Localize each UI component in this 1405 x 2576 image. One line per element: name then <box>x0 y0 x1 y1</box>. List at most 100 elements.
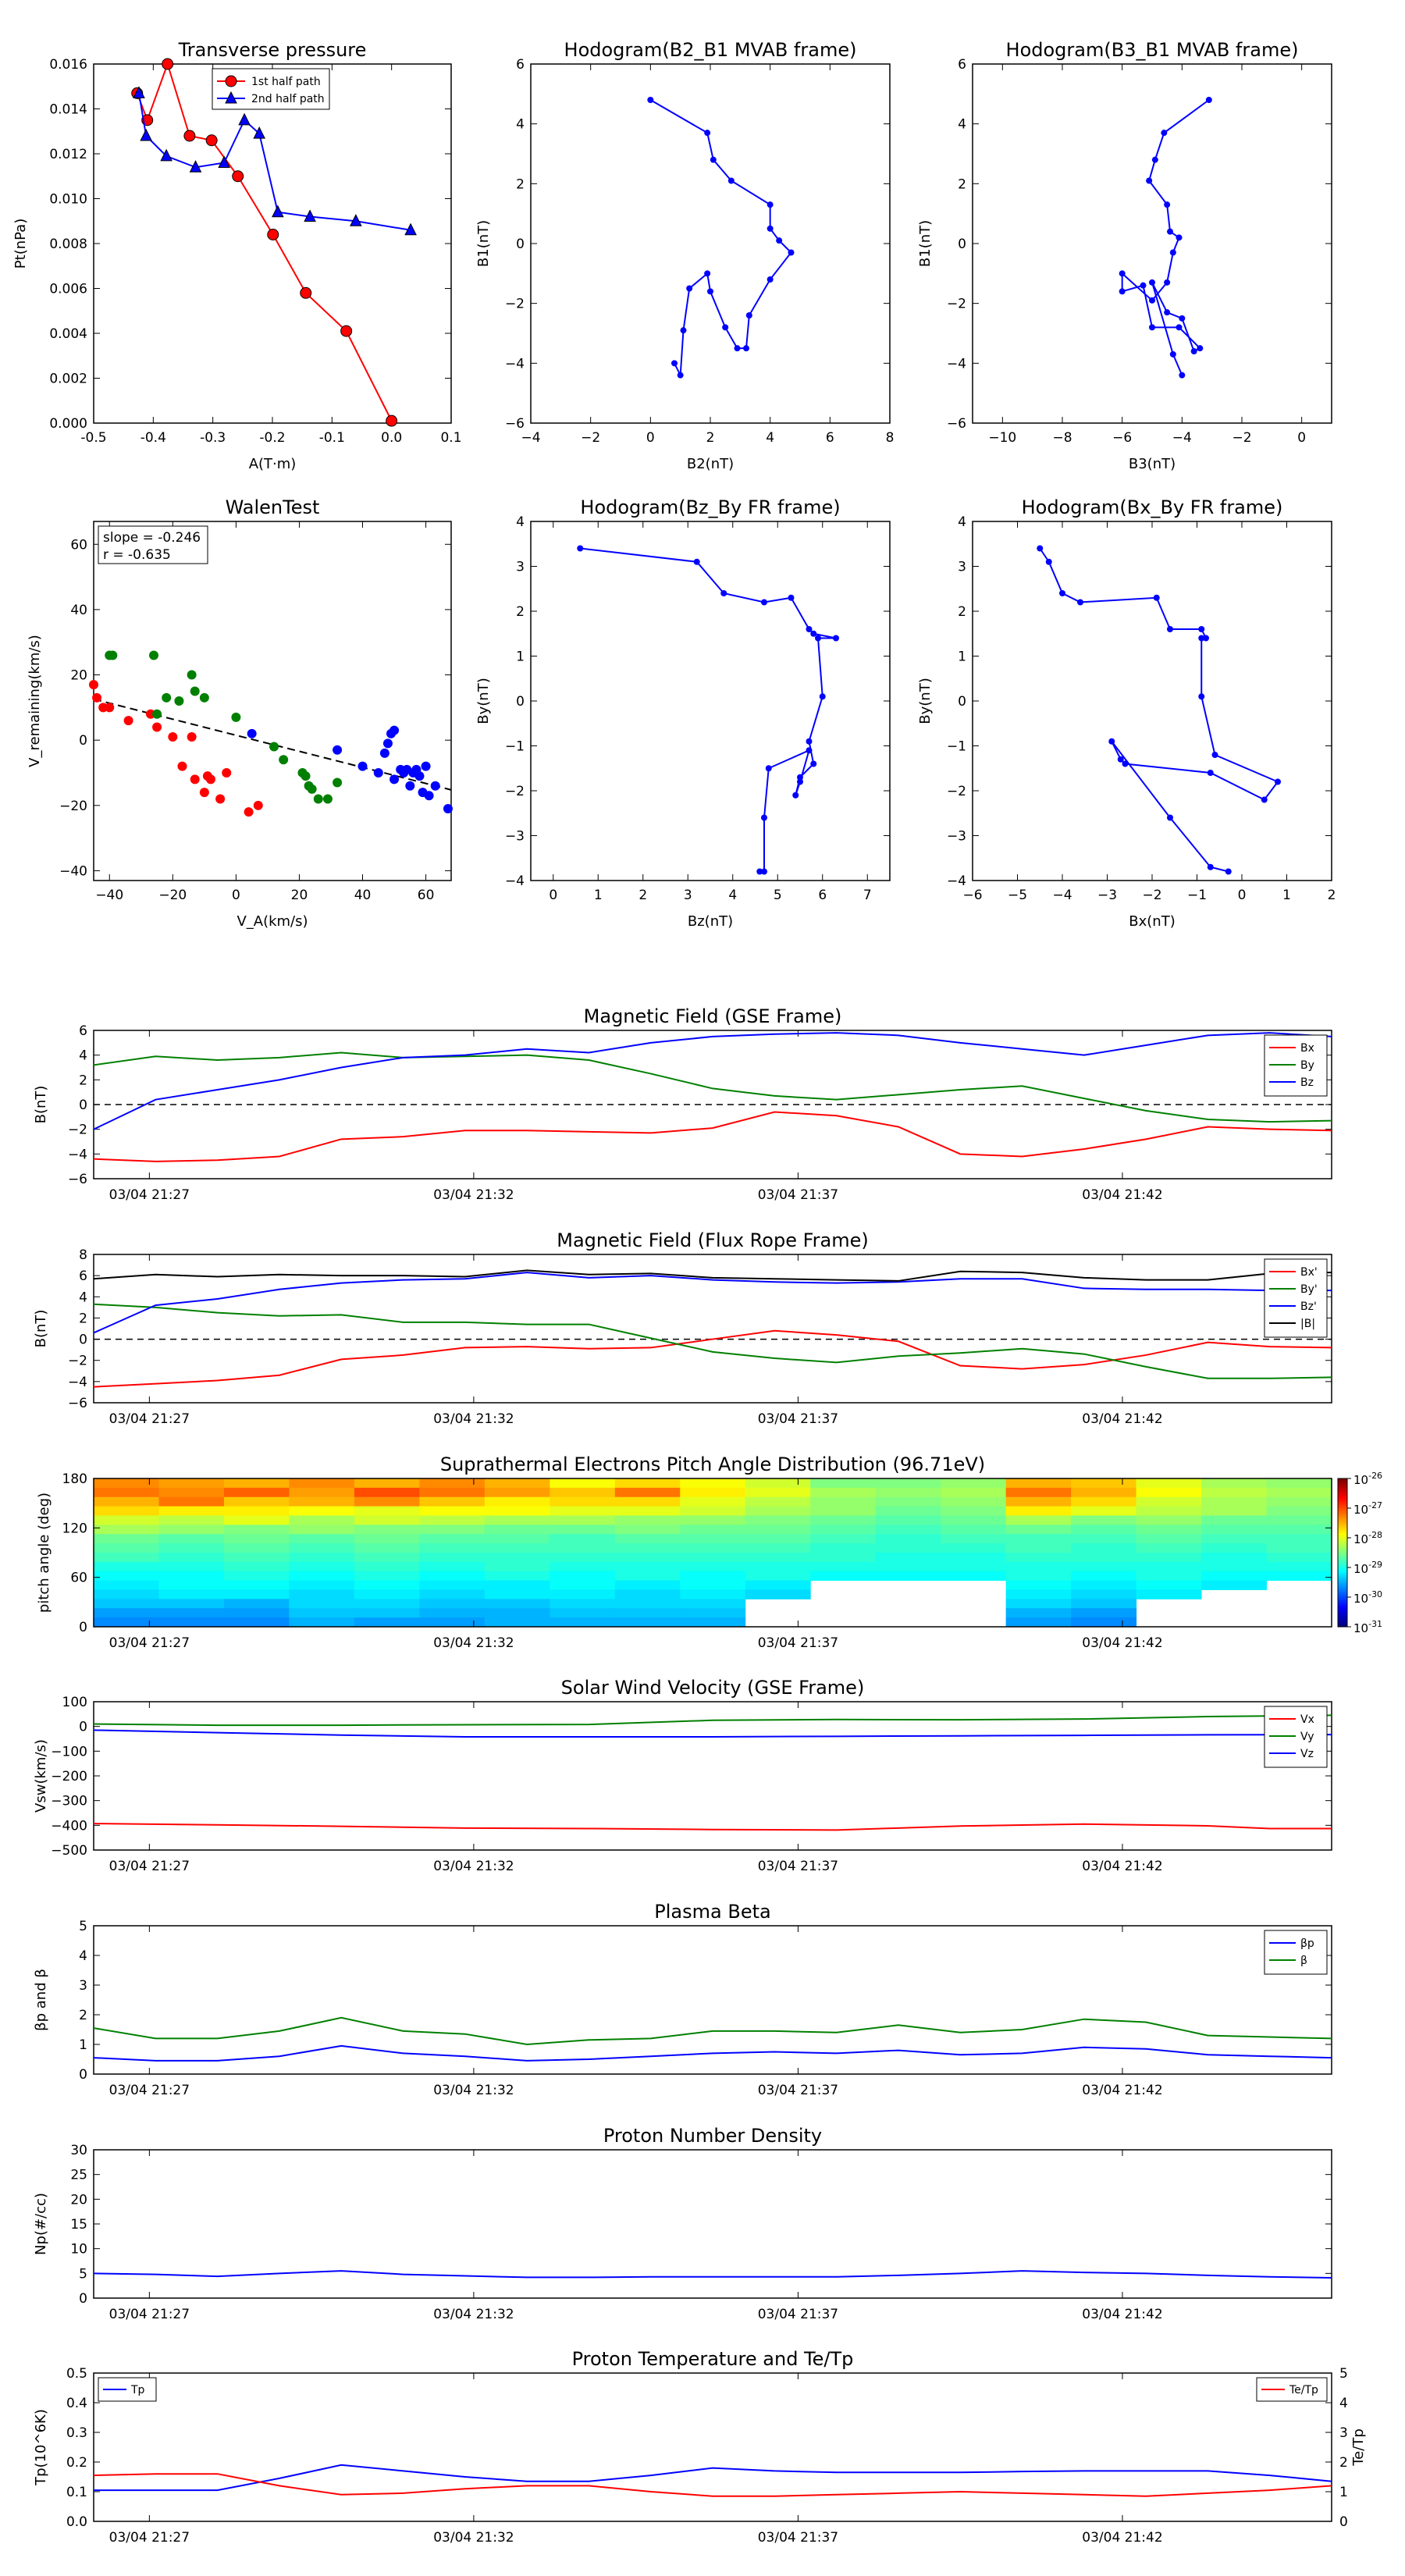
heatmap-cell <box>614 1608 681 1618</box>
heatmap-cell <box>680 1553 746 1563</box>
y-tick-label: 0 <box>79 2067 87 2083</box>
time-tick-label: 03/04 21:32 <box>433 1187 514 1203</box>
heatmap-cell <box>1071 1543 1137 1553</box>
heatmap-cell <box>941 1534 1007 1544</box>
legend-label: Vz <box>1300 1748 1314 1760</box>
y-tick-label: 0 <box>79 733 87 749</box>
y-tick-label: 0 <box>79 1332 87 1348</box>
data-point <box>1167 626 1173 632</box>
heatmap-cell <box>419 1617 486 1628</box>
heatmap-cell <box>419 1487 486 1498</box>
colorbar-tick-label: 10-28 <box>1353 1530 1382 1546</box>
heatmap-cell <box>223 1496 290 1507</box>
series-line <box>1121 99 1210 376</box>
time-tick-label: 03/04 21:27 <box>109 2083 190 2098</box>
heatmap-cell <box>875 1534 941 1544</box>
time-tick-label: 03/04 21:32 <box>433 1859 514 1874</box>
heatmap-cell <box>680 1599 746 1609</box>
heatmap-cell <box>941 1487 1007 1498</box>
x-tick-label: −4 <box>1052 888 1072 903</box>
data-point <box>1198 693 1205 700</box>
chart-title: Transverse pressure <box>178 39 367 61</box>
colorbar-segment <box>1338 1498 1347 1501</box>
legend-label: Bx <box>1300 1042 1314 1055</box>
y-tick-label: 1 <box>1339 2485 1348 2500</box>
data-point <box>647 97 654 103</box>
y-tick-label: −4 <box>947 873 966 889</box>
heatmap-cell <box>1071 1487 1137 1498</box>
colorbar-segment <box>1338 1515 1347 1519</box>
y-tick-label: 2 <box>1339 2455 1348 2471</box>
colorbar-segment <box>1338 1562 1347 1566</box>
series-line <box>93 1303 1332 1379</box>
y-axis-label: By(nT) <box>917 678 934 724</box>
data-point <box>189 160 202 173</box>
data-point <box>765 765 772 772</box>
heatmap-cell <box>94 1496 159 1507</box>
time-tick-label: 03/04 21:37 <box>758 2083 838 2098</box>
heatmap-cell <box>354 1478 420 1489</box>
heatmap-cell <box>354 1487 420 1498</box>
heatmap-cell <box>484 1571 550 1582</box>
heatmap-cell <box>354 1506 420 1516</box>
heatmap-cell <box>158 1561 225 1572</box>
data-point <box>1119 270 1126 277</box>
time-tick-label: 03/04 21:32 <box>433 2307 514 2322</box>
time-tick-label: 03/04 21:27 <box>109 1635 190 1651</box>
y-tick-label: −4 <box>68 1147 87 1162</box>
heatmap-cell <box>550 1534 616 1544</box>
colorbar-segment <box>1338 1481 1347 1484</box>
plot-frame <box>972 63 1332 424</box>
data-point <box>1149 297 1155 304</box>
heatmap-cell <box>745 1506 811 1516</box>
y-tick-label: −4 <box>68 1375 87 1390</box>
heatmap-cell <box>158 1487 225 1498</box>
series-line <box>93 2016 1332 2046</box>
heatmap-cell <box>484 1506 550 1516</box>
heatmap-cell <box>550 1553 616 1563</box>
heatmap-cell <box>1266 1496 1332 1507</box>
series-line <box>580 547 837 873</box>
colorbar-segment <box>1338 1523 1347 1526</box>
heatmap-cell <box>289 1525 355 1535</box>
scatter-point <box>190 686 200 696</box>
legend-label: |B| <box>1300 1318 1315 1330</box>
legend-label: By' <box>1300 1283 1318 1296</box>
y-tick-label: 4 <box>79 1948 87 1964</box>
heatmap-cell <box>680 1506 746 1516</box>
chart-title: Solar Wind Velocity (GSE Frame) <box>561 1677 865 1699</box>
heatmap-cell <box>1071 1599 1137 1609</box>
heatmap-cell <box>810 1506 877 1516</box>
legend-label: Tp <box>130 2384 145 2396</box>
heatmap-cell <box>1005 1543 1072 1553</box>
data-point <box>340 325 353 337</box>
time-tick-label: 03/04 21:42 <box>1082 2083 1162 2098</box>
x-tick-label: 0 <box>232 888 240 903</box>
heatmap-cell <box>810 1496 877 1507</box>
colorbar-segment <box>1338 1560 1347 1564</box>
colorbar-segment <box>1338 1557 1347 1560</box>
data-point <box>404 222 417 236</box>
y-tick-label: −4 <box>947 356 966 372</box>
colorbar-segment <box>1338 1585 1347 1588</box>
data-point <box>1117 756 1124 763</box>
colorbar-segment <box>1338 1490 1347 1494</box>
series-line <box>649 99 792 379</box>
colorbar-segment <box>1338 1478 1347 1482</box>
colorbar-segment <box>1338 1500 1347 1504</box>
heatmap-cell <box>354 1525 420 1535</box>
colorbar-segment <box>1338 1570 1347 1573</box>
heatmap-cell <box>1201 1515 1268 1525</box>
data-point <box>1059 590 1065 596</box>
legend-label: 2nd half path <box>251 93 325 105</box>
x-tick-label: -0.5 <box>80 430 106 446</box>
y-tick-label: −2 <box>947 784 966 799</box>
y-tick-label: 40 <box>70 603 87 618</box>
heatmap-cell <box>158 1599 225 1609</box>
heatmap-cell <box>1005 1506 1072 1516</box>
data-point <box>133 86 145 98</box>
x-tick-label: -0.3 <box>200 430 226 446</box>
heatmap-cell <box>614 1515 681 1525</box>
data-point <box>1205 97 1212 103</box>
time-tick-label: 03/04 21:37 <box>758 2307 838 2322</box>
